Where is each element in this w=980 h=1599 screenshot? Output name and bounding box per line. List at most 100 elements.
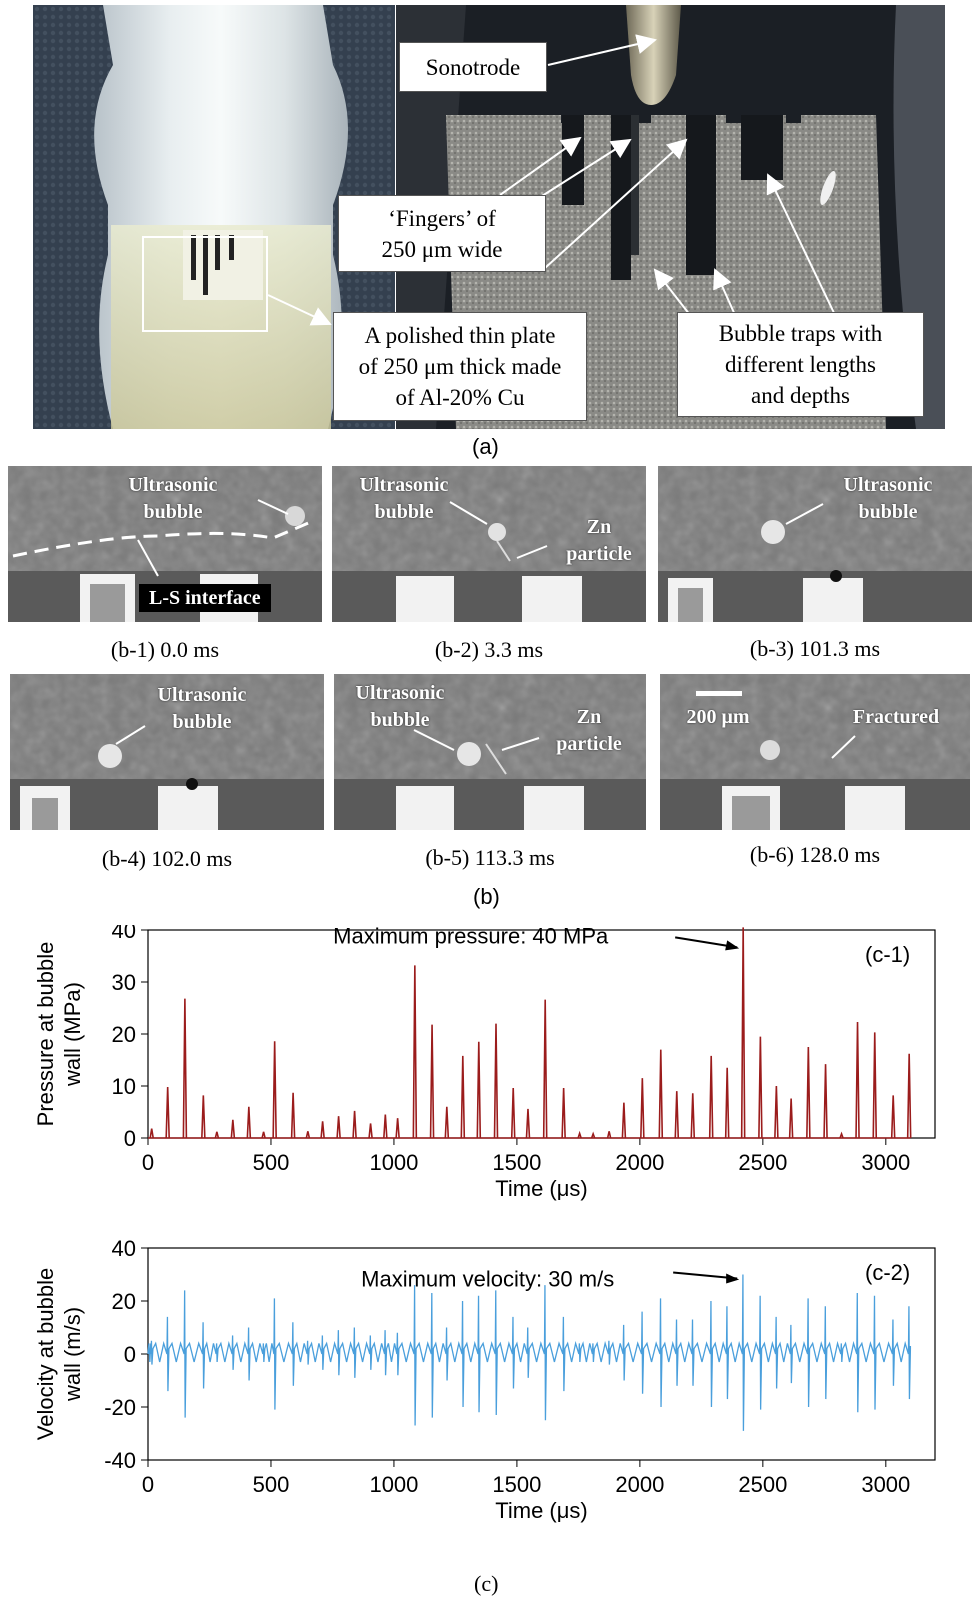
x-axis-label: Time (μs) bbox=[495, 1498, 588, 1523]
b6-caption: (b-6) 128.0 ms bbox=[749, 842, 881, 867]
y-axis-label-line1: Velocity at bubble bbox=[33, 1268, 58, 1440]
pressure-peak bbox=[444, 1106, 450, 1139]
b5-particle-label: Zn particle bbox=[556, 706, 622, 755]
x-tick-label: 1500 bbox=[492, 1472, 541, 1497]
b1-caption: (b-1) 0.0 ms bbox=[110, 637, 220, 662]
max-annotation: Maximum pressure: 40 MPa bbox=[333, 925, 609, 948]
pressure-peak bbox=[872, 1032, 878, 1139]
pressure-peak bbox=[429, 1024, 435, 1139]
b4-caption: (b-4) 102.0 ms bbox=[101, 846, 233, 871]
y-axis-label-line2: wall (m/s) bbox=[60, 1307, 85, 1402]
plate-label-2: of 250 μm thick made bbox=[358, 354, 562, 379]
xray-frame-b5: Ultrasonic bubble Zn particle bbox=[334, 674, 646, 830]
pressure-peak bbox=[201, 1095, 206, 1139]
y-tick-label: 40 bbox=[112, 1236, 136, 1261]
plate-label-3: of Al-20% Cu bbox=[395, 385, 525, 410]
pressure-peak bbox=[674, 1091, 680, 1139]
sonotrode-callout: Sonotrode bbox=[399, 42, 547, 92]
pressure-peak bbox=[246, 1106, 252, 1139]
traps-label-2: different lengths bbox=[725, 352, 876, 377]
x-tick-label: 3000 bbox=[861, 1472, 910, 1497]
pressure-peak bbox=[383, 1114, 388, 1139]
b4-bubble-label: Ultrasonic bubble bbox=[157, 684, 247, 733]
pressure-peak bbox=[412, 965, 418, 1139]
traps-label-3: and depths bbox=[750, 383, 850, 408]
b3-caption: (b-3) 101.3 ms bbox=[749, 636, 881, 661]
x-tick-label: 2000 bbox=[615, 1472, 664, 1497]
pressure-peak bbox=[724, 1067, 730, 1139]
pressure-peak bbox=[906, 1053, 912, 1139]
b1-bubble-label: Ultrasonic bubble bbox=[128, 474, 218, 523]
panel-b-label: (b) bbox=[473, 884, 500, 909]
traps-label-1: Bubble traps with bbox=[718, 321, 883, 346]
pressure-peak bbox=[855, 1022, 860, 1139]
pressure-peak bbox=[182, 998, 188, 1139]
y-tick-label: 20 bbox=[112, 1289, 136, 1314]
pressure-peak bbox=[230, 1119, 236, 1139]
y-tick-label: 0 bbox=[124, 1342, 136, 1367]
data-series bbox=[147, 1274, 912, 1431]
pressure-peak bbox=[561, 1088, 566, 1139]
pressure-peak bbox=[261, 1131, 266, 1139]
x-tick-label: 0 bbox=[142, 1150, 154, 1175]
plot-frame bbox=[147, 929, 936, 1139]
pressure-peak bbox=[658, 1049, 664, 1139]
pressure-peak bbox=[165, 1087, 170, 1139]
velocity-chart: 0 500 1000 1500 2000 2500 3000 -40 -20 0 20 40 Time … bbox=[33, 1236, 936, 1523]
x-tick-label: 2500 bbox=[738, 1150, 787, 1175]
scale-bar bbox=[696, 691, 742, 696]
x-tick-label: 3000 bbox=[861, 1150, 910, 1175]
pressure-peak bbox=[214, 1131, 220, 1139]
pressure-peak bbox=[149, 1128, 154, 1139]
y-axis-label: Pressure at bubble wall (MPa) bbox=[33, 942, 85, 1127]
x-tick-label: 2000 bbox=[615, 1150, 664, 1175]
pressure-peak bbox=[839, 1131, 844, 1139]
y-axis-label: Velocity at bubble wall (m/s) bbox=[33, 1268, 85, 1440]
sonotrode-label: Sonotrode bbox=[425, 54, 521, 80]
pressure-peak bbox=[890, 1095, 896, 1139]
data-series bbox=[148, 927, 912, 1139]
pressure-peak bbox=[272, 1041, 277, 1139]
b3-bubble-label: Ultrasonic bubble bbox=[843, 474, 933, 523]
pressure-peak bbox=[640, 1078, 645, 1139]
pressure-peak bbox=[806, 1046, 811, 1139]
b5-bubble-label: Ultrasonic bubble bbox=[355, 682, 445, 731]
max-annotation: Maximum velocity: 30 m/s bbox=[361, 1267, 614, 1292]
plate-callout: A polished thin plate of 250 μm thick ma… bbox=[333, 312, 587, 421]
panel-c-label: (c) bbox=[474, 1571, 499, 1596]
pressure-peak bbox=[590, 1131, 596, 1139]
panel-a-arrows bbox=[267, 34, 836, 326]
b1-interface-label: L-S interface bbox=[139, 584, 271, 612]
max-arrowhead bbox=[725, 940, 740, 951]
pressure-peak bbox=[305, 1131, 311, 1139]
x-tick-label: 1000 bbox=[369, 1150, 418, 1175]
plate-label-1: A polished thin plate bbox=[364, 323, 556, 348]
pressure-peak bbox=[577, 1130, 582, 1139]
fingers-callout: ‘Fingers’ of 250 μm wide bbox=[338, 195, 546, 272]
fingers-label-2: 250 μm wide bbox=[381, 236, 503, 262]
x-tick-label: 1000 bbox=[369, 1472, 418, 1497]
y-tick-label: -40 bbox=[104, 1448, 136, 1473]
xray-frame-b1: Ultrasonic bubble L-S interface bbox=[8, 466, 322, 622]
pressure-peak bbox=[774, 1085, 779, 1139]
pressure-peak bbox=[395, 1118, 400, 1139]
pressure-peak bbox=[336, 1116, 341, 1139]
xray-frame-b6: 200 μm Fractured bbox=[660, 674, 970, 830]
pressure-peak bbox=[758, 1036, 763, 1139]
b2-particle-label: Zn particle bbox=[566, 516, 632, 565]
pressure-peak bbox=[460, 1055, 466, 1139]
y-tick-label: 20 bbox=[112, 1022, 136, 1047]
panel-tag: (c-2) bbox=[865, 1260, 910, 1285]
y-tick-label: 30 bbox=[112, 970, 136, 995]
b2-caption: (b-2) 3.3 ms bbox=[434, 637, 544, 662]
b5-caption: (b-5) 113.3 ms bbox=[425, 845, 555, 870]
pressure-peak bbox=[290, 1092, 296, 1139]
pressure-peak bbox=[525, 1108, 531, 1139]
x-tick-label: 500 bbox=[253, 1472, 290, 1497]
y-axis-label-line1: Pressure at bubble bbox=[33, 942, 58, 1127]
b6-fractured-label: Fractured bbox=[852, 706, 940, 728]
fingers-label-1: ‘Fingers’ of bbox=[388, 205, 496, 231]
traps-callout: Bubble traps with different lengths and … bbox=[677, 312, 924, 417]
panel-tag: (c-1) bbox=[865, 942, 910, 967]
pressure-peak bbox=[606, 1131, 612, 1139]
